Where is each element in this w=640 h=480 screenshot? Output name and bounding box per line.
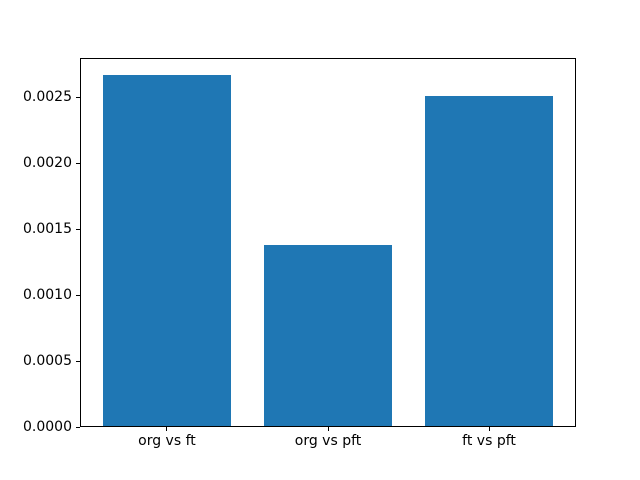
y-tick-label: 0.0025: [23, 89, 72, 106]
y-tick-mark: [76, 294, 80, 296]
y-tick-mark: [76, 426, 80, 428]
y-tick-mark: [76, 360, 80, 362]
y-tick-label: 0.0005: [23, 353, 72, 370]
bar: [263, 245, 393, 428]
y-tick-mark: [76, 228, 80, 230]
bar: [102, 74, 232, 428]
x-tick-label: org vs ft: [138, 433, 196, 450]
x-tick-mark: [166, 427, 168, 432]
x-tick-label: ft vs pft: [462, 433, 516, 450]
x-tick-label: org vs pft: [294, 433, 362, 450]
y-tick-label: 0.0000: [23, 419, 72, 436]
bar: [424, 95, 554, 428]
y-tick-label: 0.0010: [23, 287, 72, 304]
y-tick-mark: [76, 96, 80, 98]
y-tick-label: 0.0015: [23, 221, 72, 238]
x-tick-mark: [488, 427, 490, 432]
y-tick-label: 0.0020: [23, 155, 72, 172]
y-tick-mark: [76, 162, 80, 164]
x-tick-mark: [327, 427, 329, 432]
